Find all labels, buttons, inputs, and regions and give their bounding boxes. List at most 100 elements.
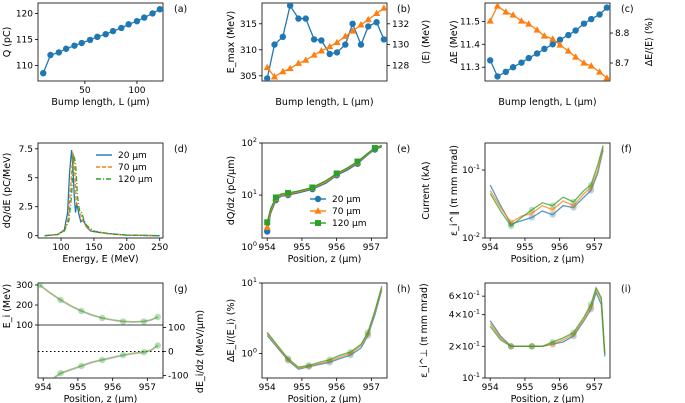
data-point (99, 314, 106, 322)
x-tick-label: 954 (482, 243, 499, 253)
series-line (266, 7, 385, 78)
y-tick-label: 10-2 (462, 231, 480, 244)
data-point (62, 45, 70, 52)
data-point (326, 42, 334, 50)
data-point (118, 24, 125, 32)
data-point (596, 11, 603, 18)
axes-frame (484, 282, 611, 379)
y-right-tick-label: 100 (168, 323, 185, 333)
data-point (570, 198, 577, 206)
x-tick-label: 954 (259, 383, 276, 393)
data-point (371, 145, 378, 152)
data-point (364, 15, 372, 23)
plot-area (489, 145, 604, 230)
series-line (52, 344, 159, 378)
data-point (487, 57, 494, 64)
data-point (587, 181, 595, 189)
data-point (528, 214, 536, 221)
data-point (588, 15, 595, 23)
data-point (533, 26, 541, 33)
y-right-tick-label: 8.7 (615, 59, 629, 69)
y-tick-label: 120 (16, 9, 33, 19)
data-point (119, 351, 127, 359)
x-axis-label: Bump length, L (μm) (51, 97, 149, 108)
axes-frame (261, 282, 388, 379)
data-point (373, 19, 380, 26)
series-line (39, 284, 159, 324)
data-point (556, 36, 564, 43)
data-point (78, 362, 85, 370)
data-point (354, 158, 361, 165)
data-point (502, 68, 510, 76)
data-point (380, 4, 387, 11)
data-point (525, 20, 533, 27)
axes-frame (37, 2, 164, 82)
x-tick-label: 956 (328, 243, 345, 253)
data-point (565, 31, 572, 39)
data-point (528, 210, 536, 217)
y-tick-label: 4×10-1 (449, 308, 480, 321)
legend-label: 20 μm (118, 151, 147, 161)
data-point (333, 170, 340, 177)
data-point (564, 47, 572, 54)
y-right-axis-label: Current (kA) (421, 161, 432, 219)
data-point (603, 74, 610, 81)
panel-b: (b) 305 310 315 128 130 132 Bump length, L (μm)… (226, 2, 432, 108)
panel-g: (g) 100 200 300 -100 0 100 954 955 956 957Position… (2, 281, 206, 403)
legend-marker (314, 207, 322, 214)
data-point (57, 369, 64, 377)
data-point (284, 356, 292, 363)
data-point (347, 348, 354, 356)
series-line (489, 145, 604, 227)
y-axis-label: ε_i^∥ (π mm mrad) (449, 145, 460, 236)
y-tick-label: 100 (241, 240, 257, 253)
data-point (556, 41, 564, 48)
y-right-axis-label: ΔE/⟨E⟩ (%) (644, 18, 655, 67)
series-line (44, 154, 160, 237)
data-point (518, 59, 525, 66)
data-point (580, 20, 588, 27)
legend-label: 70 μm (332, 207, 361, 217)
x-axis-label: Energy, E (MeV) (62, 254, 138, 265)
data-point (509, 64, 517, 71)
data-point (357, 21, 365, 28)
x-axis-label: Position, z (μm) (511, 254, 585, 265)
x-tick-label: 100 (128, 86, 145, 96)
y-tick-label: 5 (27, 174, 33, 184)
y-axis-label: E_i (MeV) (2, 284, 13, 328)
legend: 20 μm 70 μm 120 μm (310, 195, 367, 229)
y-tick-label: 100 (16, 321, 33, 331)
data-point (502, 8, 510, 15)
series-line (489, 7, 608, 78)
data-point (517, 17, 526, 24)
data-point (272, 194, 279, 201)
data-point (294, 59, 303, 66)
data-point (286, 64, 294, 72)
data-point (549, 211, 556, 218)
data-point (507, 220, 515, 228)
y-right-tick-label: 128 (392, 61, 409, 71)
x-tick-label: 956 (551, 243, 568, 253)
y-right-tick-label: 0 (168, 348, 174, 358)
data-point (349, 20, 356, 27)
legend-label: 70 μm (118, 163, 147, 173)
y-tick-label: 115 (16, 35, 33, 45)
x-tick-label: 957 (363, 243, 380, 253)
plot-area (38, 283, 161, 378)
data-point (99, 356, 106, 364)
panel-label: (h) (397, 284, 410, 295)
data-point (154, 342, 161, 349)
data-point (507, 222, 515, 230)
data-point (263, 63, 271, 71)
axes-frame (37, 142, 164, 239)
y-axis-label: dQ/dz (pC/μm) (226, 156, 237, 225)
y-tick-label: 300 (16, 281, 33, 291)
data-point (40, 70, 47, 77)
series-line (39, 284, 159, 323)
x-tick-label: 50 (79, 86, 91, 96)
data-point (310, 51, 318, 58)
series-line (266, 286, 383, 368)
data-point (342, 41, 349, 48)
